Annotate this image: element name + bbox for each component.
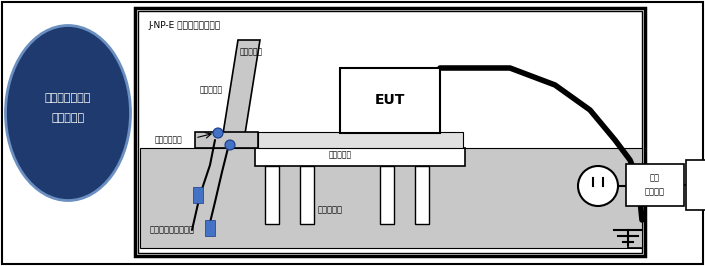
Circle shape [213,128,223,138]
Polygon shape [222,40,260,140]
Bar [686,160,705,210]
Bar [340,68,440,133]
Ellipse shape [6,26,130,201]
Bar [255,148,465,166]
Bar [415,166,429,224]
Bar [135,8,645,256]
Bar [300,166,314,224]
Bar [626,164,684,206]
Bar [258,132,463,148]
Bar [265,166,279,224]
Text: 配置参考図: 配置参考図 [51,113,85,123]
Text: 木製試験台: 木製試験台 [317,206,343,214]
Text: 静電気放電試験: 静電気放電試験 [45,93,91,103]
Text: 抵抗ケーブル: 抵抗ケーブル [155,135,183,144]
Text: 電源: 電源 [650,173,660,182]
Circle shape [225,140,235,150]
Bar [380,166,394,224]
Text: フィルタ: フィルタ [645,188,665,197]
Text: 絶縁シート: 絶縁シート [329,151,352,160]
Text: EUT: EUT [375,93,405,107]
Text: 水平結合板: 水平結合板 [200,85,223,94]
Text: J-NP-E 型シールドルーム: J-NP-E 型シールドルーム [148,22,220,31]
Circle shape [578,166,618,206]
Text: グラウンドプレーン: グラウンドプレーン [150,226,195,235]
Text: 垂直結合板: 垂直結合板 [240,48,263,56]
Bar [140,148,642,248]
Bar [193,187,203,203]
Bar [205,220,215,236]
Bar [138,11,642,253]
Polygon shape [195,132,258,148]
